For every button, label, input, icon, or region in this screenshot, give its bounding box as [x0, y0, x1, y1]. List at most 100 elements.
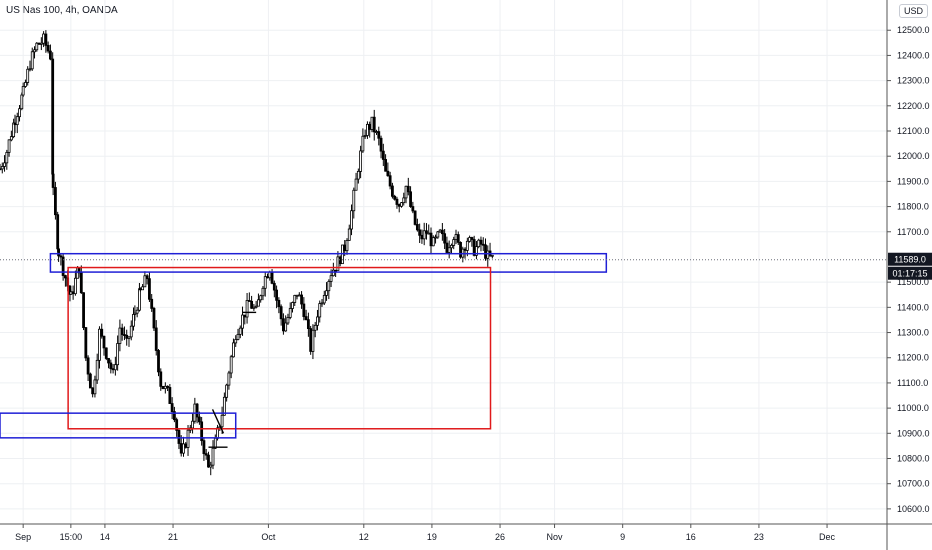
countdown-label: 01:17:15	[892, 269, 927, 279]
candle-body	[33, 49, 36, 53]
x-tick-label: 15:00	[60, 532, 83, 542]
candle-body	[245, 300, 249, 318]
candle-body	[386, 170, 390, 177]
y-tick-label: 11400.0	[897, 302, 929, 312]
candle-body	[279, 306, 283, 320]
candle-body	[434, 236, 437, 239]
x-tick-label: 26	[495, 532, 505, 542]
candle-body	[111, 368, 115, 371]
red-zone[interactable]	[67, 266, 492, 430]
candle-body	[247, 300, 251, 302]
candle-body	[104, 347, 108, 359]
candle-body	[393, 195, 397, 200]
candle-body	[13, 122, 17, 126]
candle-body	[159, 371, 163, 387]
candle-body	[336, 256, 340, 271]
last-price-label: 11589.0	[894, 255, 926, 265]
candle-body	[372, 116, 376, 133]
candle-body	[173, 411, 176, 421]
candle-body	[486, 250, 490, 259]
candle-body	[51, 58, 55, 175]
y-tick-label: 11500.0	[897, 277, 929, 287]
candle-body	[381, 150, 385, 160]
candles	[0, 30, 494, 476]
candle-body	[325, 290, 328, 296]
candle-body	[88, 373, 92, 389]
candle-body	[24, 82, 27, 87]
candle-body	[197, 416, 201, 423]
candle-body	[404, 185, 408, 199]
candle-body	[391, 185, 394, 197]
y-tick-label: 11300.0	[897, 328, 929, 338]
candle-body	[157, 350, 160, 373]
candle-body	[459, 241, 462, 258]
candle-body	[107, 358, 110, 364]
chart-zones[interactable]	[0, 252, 608, 439]
candle-body	[388, 175, 392, 187]
candle-body	[28, 68, 32, 71]
candle-body	[465, 240, 469, 251]
x-tick-label: 12	[359, 532, 369, 542]
candle-body	[0, 168, 2, 171]
candle-body	[334, 269, 338, 272]
candle-body	[64, 275, 67, 279]
candle-body	[46, 45, 50, 52]
candle-body	[9, 136, 13, 141]
x-tick-label: Nov	[547, 532, 564, 542]
y-tick-label: 11000.0	[897, 403, 929, 413]
candle-body	[445, 242, 449, 253]
candle-body	[291, 302, 294, 309]
black-segment-2[interactable]	[211, 409, 225, 434]
y-tick-label: 10600.0	[897, 504, 930, 514]
candle-body	[470, 237, 474, 240]
candle-body	[141, 286, 145, 291]
y-tick-label: 11200.0	[897, 353, 929, 363]
candle-body	[477, 239, 481, 248]
candle-body	[484, 244, 487, 259]
candle-body	[177, 430, 181, 444]
candle-body	[420, 234, 424, 240]
candle-body	[250, 300, 254, 309]
chart-annotations[interactable]	[208, 311, 257, 448]
currency-button[interactable]: USD	[899, 4, 929, 18]
candle-body	[384, 159, 387, 172]
candle-body	[82, 292, 85, 328]
x-tick-label: Sep	[15, 532, 31, 542]
candle-body	[166, 385, 169, 388]
candle-body	[18, 108, 21, 118]
candle-body	[352, 189, 356, 212]
candle-body	[238, 327, 242, 335]
candle-body	[481, 243, 485, 246]
candle-body	[322, 294, 326, 304]
candle-body	[209, 464, 213, 468]
candle-body	[427, 232, 431, 235]
candle-body	[163, 385, 167, 390]
candle-body	[236, 333, 240, 340]
blue-zone-upper[interactable]	[49, 252, 608, 273]
candle-body	[402, 197, 406, 204]
candle-body	[182, 443, 185, 454]
candle-body	[98, 328, 101, 361]
candle-body	[293, 294, 297, 303]
candle-body	[304, 316, 308, 321]
candle-body	[370, 116, 374, 130]
candle-body	[73, 277, 77, 295]
candle-body	[277, 299, 281, 308]
blue-zone-lower[interactable]	[0, 412, 237, 439]
candle-body	[69, 291, 73, 295]
candle-body	[5, 151, 9, 164]
candle-body	[463, 248, 467, 251]
chart-grid	[0, 0, 887, 524]
candle-body	[30, 51, 34, 70]
candle-body	[79, 272, 83, 294]
countdown-tag-bg	[888, 266, 932, 280]
candle-body	[422, 230, 426, 240]
candle-body	[39, 42, 43, 45]
candle-body	[425, 230, 428, 234]
candle-body	[254, 305, 258, 308]
candle-body	[86, 357, 90, 375]
candle-body	[350, 210, 353, 230]
candle-body	[415, 224, 419, 231]
